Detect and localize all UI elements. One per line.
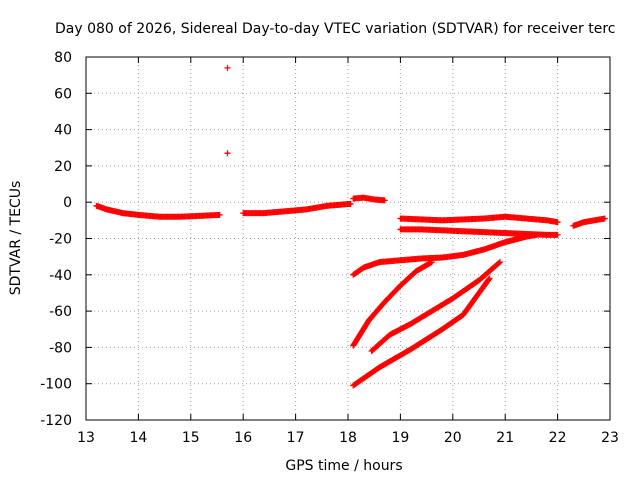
x-tick-label: 16 [234,430,252,446]
y-tick-label: 20 [54,159,72,175]
data-point [428,259,435,266]
x-tick-label: 21 [496,430,514,446]
x-tick-label: 15 [182,430,200,446]
series-outliers [224,64,231,157]
series-track-2 [240,201,354,217]
data-point [216,211,223,218]
y-tick-label: 40 [54,123,72,139]
data-point [601,215,608,222]
chart-title: Day 080 of 2026, Sidereal Day-to-day VTE… [55,21,615,37]
series-track-8 [368,259,503,355]
data-point [347,201,354,208]
data-point [554,231,561,238]
y-tick-label: 60 [54,86,72,102]
series-track-1 [93,202,223,220]
x-tick-label: 23 [601,430,619,446]
x-axis-label: GPS time / hours [285,458,402,474]
y-tick-label: -60 [49,304,72,320]
y-tick-label: 80 [54,50,72,66]
series-track-7 [350,259,435,349]
series-track-9 [350,275,493,389]
y-tick-label: -120 [40,413,72,429]
x-tick-label: 14 [129,430,147,446]
data-point [486,275,493,282]
series-track-4 [397,213,561,226]
data-point [554,219,561,226]
y-tick-label: -100 [40,377,72,393]
data-point [381,197,388,204]
x-tick-label: 20 [444,430,462,446]
x-tick-label: 19 [391,430,409,446]
axis-ticks: 13 14 15 16 17 18 19 20 21 22 23 -120 -100 -80 -60 -40 -… [40,50,619,446]
data-points [93,64,608,389]
data-point [533,231,540,238]
series-track-10 [570,215,608,229]
plot-frame [85,56,611,421]
data-point [224,150,231,157]
y-tick-label: -20 [49,232,72,248]
data-point [496,259,503,266]
x-tick-label: 22 [549,430,567,446]
x-tick-label: 17 [287,430,305,446]
series-track-3 [350,194,388,204]
data-point [224,64,231,71]
series-track-6 [350,231,540,278]
y-axis-label: SDTVAR / TECUs [8,181,24,296]
y-tick-label: -80 [49,340,72,356]
y-tick-label: 0 [63,195,72,211]
data-point [496,259,503,266]
y-tick-label: -40 [49,268,72,284]
data-point [485,276,492,283]
x-tick-label: 18 [339,430,357,446]
x-tick-label: 13 [77,430,95,446]
